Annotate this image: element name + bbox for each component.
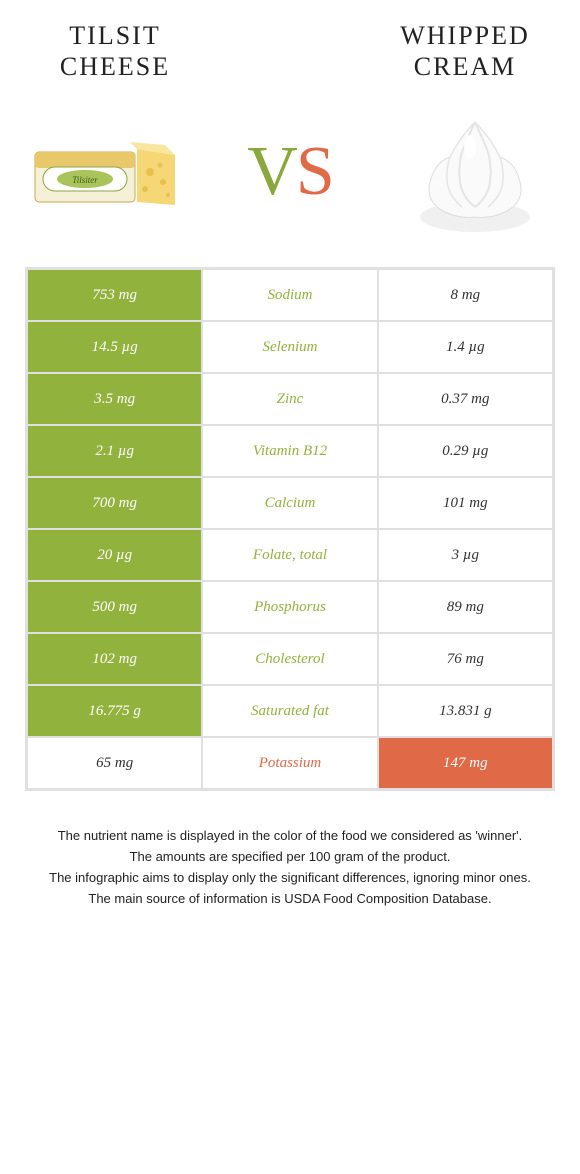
- images-row: Tilsiter VS: [25, 107, 555, 237]
- table-row: 3.5 mgZinc0.37 mg: [27, 373, 553, 425]
- right-value-cell: 8 mg: [378, 269, 553, 321]
- right-value-cell: 3 µg: [378, 529, 553, 581]
- right-value-cell: 0.37 mg: [378, 373, 553, 425]
- right-food-title: WHIPPED CREAM: [375, 20, 555, 82]
- left-value-cell: 20 µg: [27, 529, 202, 581]
- nutrient-name-cell: Vitamin B12: [202, 425, 377, 477]
- cheese-icon: Tilsiter: [25, 117, 185, 227]
- nutrient-name-cell: Potassium: [202, 737, 377, 789]
- left-value-cell: 14.5 µg: [27, 321, 202, 373]
- table-row: 102 mgCholesterol76 mg: [27, 633, 553, 685]
- right-food-image: [395, 107, 555, 237]
- right-value-cell: 13.831 g: [378, 685, 553, 737]
- right-value-cell: 147 mg: [378, 737, 553, 789]
- footer-line-3: The infographic aims to display only the…: [35, 868, 545, 889]
- vs-label: VS: [247, 132, 333, 212]
- left-food-title: TILSIT CHEESE: [25, 20, 205, 82]
- nutrition-table: 753 mgSodium8 mg14.5 µgSelenium1.4 µg3.5…: [25, 267, 555, 791]
- right-value-cell: 101 mg: [378, 477, 553, 529]
- right-value-cell: 76 mg: [378, 633, 553, 685]
- nutrient-name-cell: Zinc: [202, 373, 377, 425]
- table-row: 14.5 µgSelenium1.4 µg: [27, 321, 553, 373]
- left-value-cell: 2.1 µg: [27, 425, 202, 477]
- right-value-cell: 0.29 µg: [378, 425, 553, 477]
- right-value-cell: 89 mg: [378, 581, 553, 633]
- footer-notes: The nutrient name is displayed in the co…: [25, 826, 555, 909]
- nutrient-name-cell: Folate, total: [202, 529, 377, 581]
- header-row: TILSIT CHEESE WHIPPED CREAM: [25, 20, 555, 82]
- left-value-cell: 65 mg: [27, 737, 202, 789]
- left-value-cell: 700 mg: [27, 477, 202, 529]
- vs-s: S: [296, 133, 333, 210]
- nutrient-name-cell: Calcium: [202, 477, 377, 529]
- table-row: 2.1 µgVitamin B120.29 µg: [27, 425, 553, 477]
- right-value-cell: 1.4 µg: [378, 321, 553, 373]
- whipped-cream-icon: [400, 107, 550, 237]
- nutrient-name-cell: Phosphorus: [202, 581, 377, 633]
- nutrient-name-cell: Selenium: [202, 321, 377, 373]
- svg-text:Tilsiter: Tilsiter: [72, 175, 98, 185]
- table-row: 65 mgPotassium147 mg: [27, 737, 553, 789]
- table-row: 753 mgSodium8 mg: [27, 269, 553, 321]
- left-food-image: Tilsiter: [25, 107, 185, 237]
- left-value-cell: 753 mg: [27, 269, 202, 321]
- nutrient-name-cell: Sodium: [202, 269, 377, 321]
- table-row: 20 µgFolate, total3 µg: [27, 529, 553, 581]
- vs-v: V: [247, 133, 296, 210]
- left-value-cell: 500 mg: [27, 581, 202, 633]
- footer-line-4: The main source of information is USDA F…: [35, 889, 545, 910]
- infographic-container: TILSIT CHEESE WHIPPED CREAM Tilsiter VS: [0, 0, 580, 930]
- table-row: 500 mgPhosphorus89 mg: [27, 581, 553, 633]
- footer-line-2: The amounts are specified per 100 gram o…: [35, 847, 545, 868]
- nutrient-name-cell: Cholesterol: [202, 633, 377, 685]
- left-value-cell: 102 mg: [27, 633, 202, 685]
- footer-line-1: The nutrient name is displayed in the co…: [35, 826, 545, 847]
- nutrient-name-cell: Saturated fat: [202, 685, 377, 737]
- left-value-cell: 3.5 mg: [27, 373, 202, 425]
- table-row: 700 mgCalcium101 mg: [27, 477, 553, 529]
- table-row: 16.775 gSaturated fat13.831 g: [27, 685, 553, 737]
- left-value-cell: 16.775 g: [27, 685, 202, 737]
